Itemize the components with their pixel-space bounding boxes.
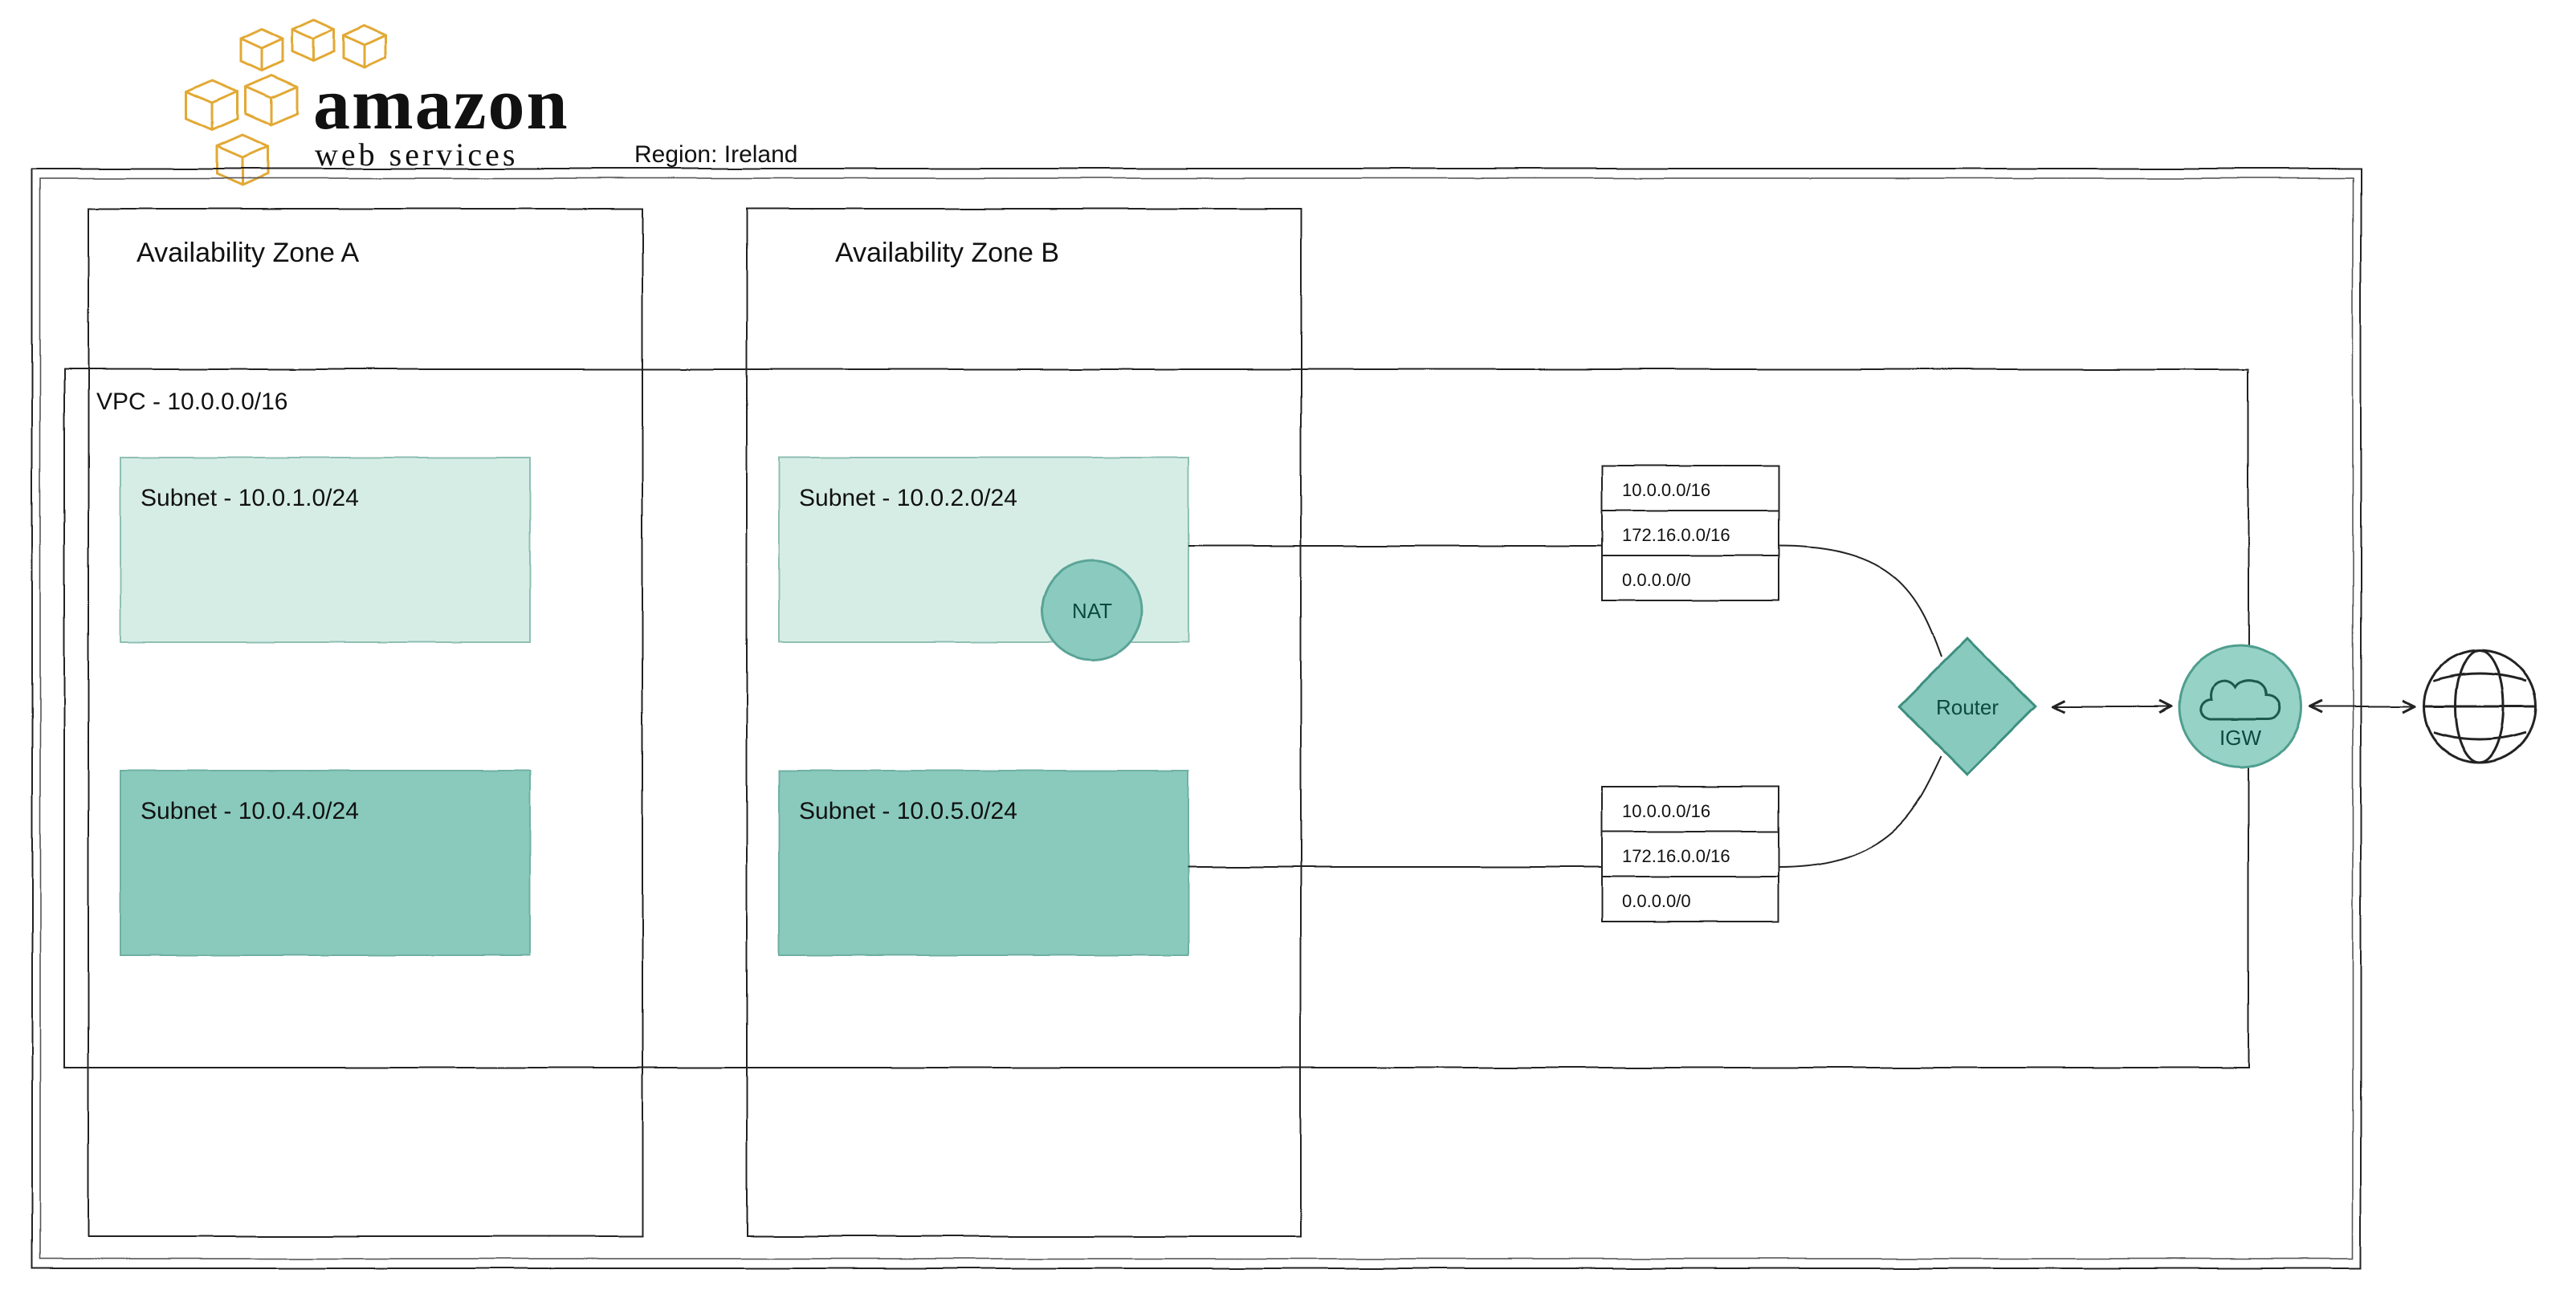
router-label: Router: [1936, 695, 1999, 719]
az-a-box: [88, 209, 642, 1236]
vpc-label: VPC - 10.0.0.0/16: [96, 389, 287, 415]
az-a-label: Availability Zone A: [137, 238, 360, 268]
route-bot-row-0: 10.0.0.0/16: [1622, 801, 1710, 821]
az-b-label: Availability Zone B: [835, 238, 1059, 268]
brand-title: amazon: [313, 63, 569, 144]
subnet-a1-label: Subnet - 10.0.1.0/24: [141, 485, 359, 511]
globe-icon: [2423, 650, 2536, 763]
route-top-row-2: 0.0.0.0/0: [1622, 570, 1691, 590]
brand-subtitle: web services: [315, 136, 518, 173]
route-bot-row-2: 0.0.0.0/0: [1622, 891, 1691, 911]
route-top-row-0: 10.0.0.0/16: [1622, 480, 1710, 500]
route-top-row-1: 172.16.0.0/16: [1622, 525, 1730, 545]
subnet-b2-label: Subnet - 10.0.5.0/24: [799, 798, 1017, 824]
nat-label: NAT: [1072, 599, 1112, 623]
igw-label: IGW: [2219, 726, 2261, 750]
route-bot-row-1: 172.16.0.0/16: [1622, 846, 1730, 866]
az-b-box: [747, 209, 1301, 1236]
region-label: Region: Ireland: [634, 141, 797, 168]
subnet-b1-label: Subnet - 10.0.2.0/24: [799, 485, 1017, 511]
subnet-a2-label: Subnet - 10.0.4.0/24: [141, 798, 359, 824]
